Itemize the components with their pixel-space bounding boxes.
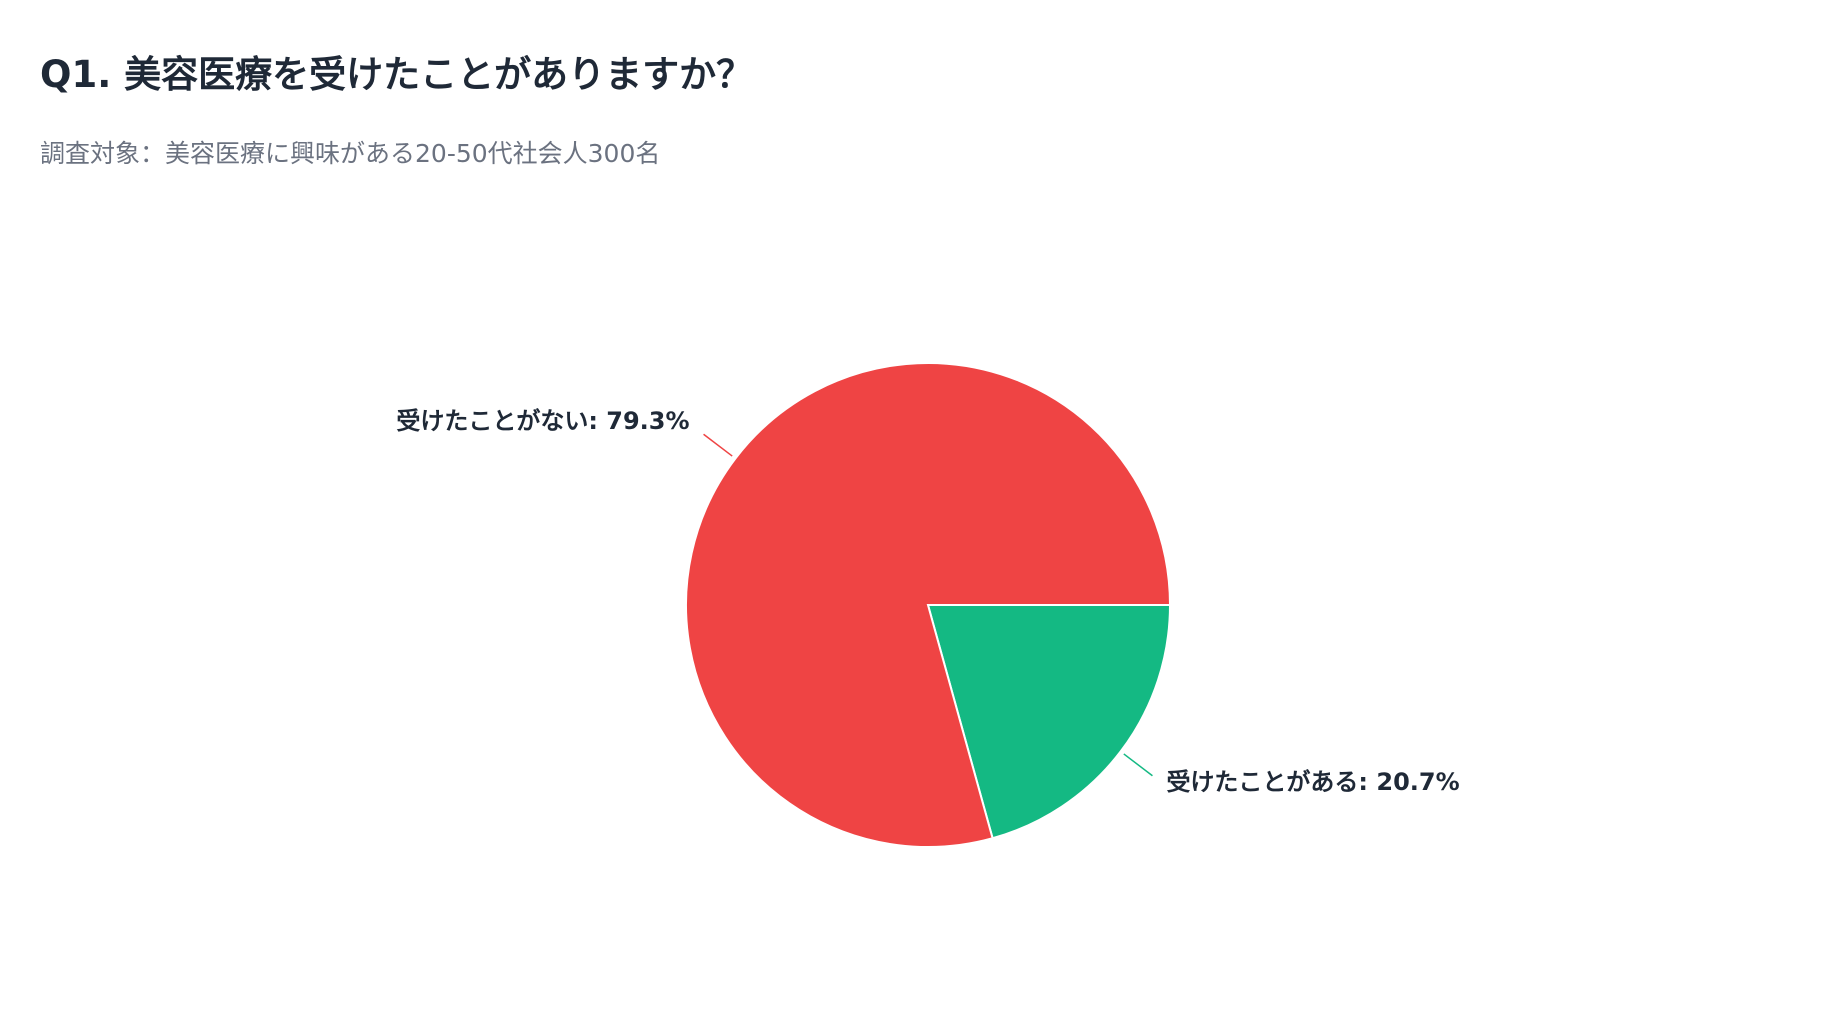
slice-labels: 受けたことがある: 20.7% 受けたことがない: 79.3% — [396, 407, 1459, 796]
slice-label-0: 受けたことがある: 20.7% — [1166, 768, 1459, 796]
chart-title: Q1. 美容医療を受けたことがありますか？ — [40, 53, 754, 96]
slice-label-1: 受けたことがない: 79.3% — [396, 407, 689, 435]
pie-slice-0 — [926, 604, 1172, 840]
leader-lines — [703, 433, 1153, 777]
pie-slice-1 — [685, 362, 1172, 848]
chart-subtitle: 調査対象：美容医療に興味がある20-50代社会人300名 — [40, 139, 661, 168]
leader-line-0 — [1123, 753, 1153, 777]
leader-line-1 — [703, 433, 733, 457]
pie-slices — [685, 362, 1172, 848]
